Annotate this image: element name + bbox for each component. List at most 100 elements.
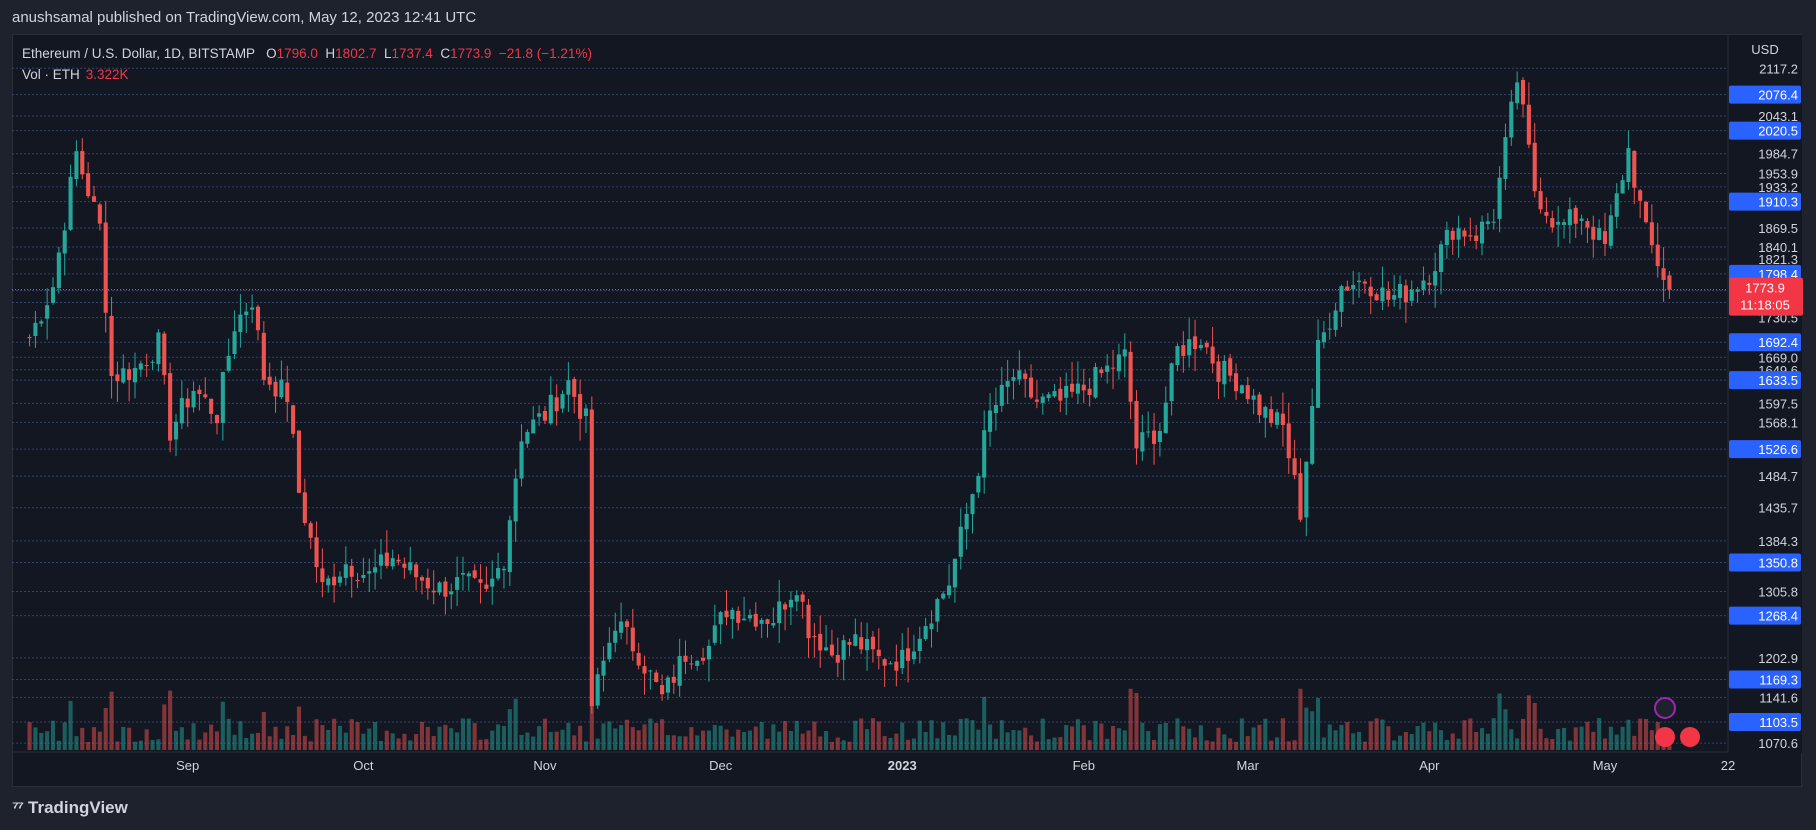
candle-body[interactable] — [794, 595, 799, 602]
candle-body[interactable] — [976, 476, 981, 493]
candle-body[interactable] — [595, 674, 600, 706]
candle-body[interactable] — [1105, 365, 1110, 372]
candle-body[interactable] — [759, 619, 764, 624]
candle-body[interactable] — [695, 660, 700, 666]
candle-body[interactable] — [1409, 289, 1414, 301]
candle-body[interactable] — [1005, 381, 1010, 387]
candle-body[interactable] — [964, 513, 969, 530]
candle-body[interactable] — [1380, 287, 1385, 302]
candle-body[interactable] — [1245, 385, 1250, 400]
candle-body[interactable] — [1403, 285, 1408, 303]
candle-body[interactable] — [1239, 385, 1244, 394]
candle-body[interactable] — [665, 677, 670, 693]
candle-body[interactable] — [1427, 282, 1432, 285]
candle-body[interactable] — [361, 574, 366, 578]
candle-body[interactable] — [853, 634, 858, 646]
candle-body[interactable] — [624, 621, 629, 627]
candle-body[interactable] — [408, 562, 413, 571]
candle-body[interactable] — [45, 305, 50, 319]
candle-body[interactable] — [291, 405, 296, 434]
candle-body[interactable] — [1075, 383, 1080, 394]
candle-body[interactable] — [1626, 148, 1631, 182]
candle-body[interactable] — [1222, 360, 1227, 385]
candle-body[interactable] — [519, 441, 524, 479]
volume-label[interactable]: Vol · ETH — [22, 67, 80, 82]
candle-body[interactable] — [724, 610, 729, 618]
candle-body[interactable] — [1175, 346, 1180, 366]
candle-body[interactable] — [1362, 281, 1367, 284]
candle-body[interactable] — [619, 621, 624, 633]
candle-body[interactable] — [314, 537, 319, 568]
candle-body[interactable] — [1263, 406, 1268, 418]
candle-body[interactable] — [513, 478, 518, 522]
candle-body[interactable] — [554, 397, 559, 412]
candle-body[interactable] — [484, 584, 489, 589]
candle-body[interactable] — [929, 623, 934, 630]
candle-body[interactable] — [1392, 295, 1397, 300]
candle-body[interactable] — [613, 630, 618, 643]
last-price-tag[interactable] — [1729, 277, 1803, 316]
candle-body[interactable] — [1468, 235, 1473, 237]
candle-body[interactable] — [1315, 340, 1321, 408]
candle-body[interactable] — [859, 637, 864, 650]
candle-body[interactable] — [583, 408, 589, 417]
candle-body[interactable] — [701, 657, 706, 661]
candle-body[interactable] — [384, 552, 389, 566]
candle-body[interactable] — [1456, 228, 1461, 240]
candle-body[interactable] — [1216, 361, 1221, 382]
candle-body[interactable] — [1515, 82, 1520, 104]
candle-body[interactable] — [150, 361, 155, 363]
candle-body[interactable] — [273, 381, 278, 397]
candle-body[interactable] — [865, 638, 870, 651]
price-axis[interactable] — [1728, 35, 1802, 753]
candle-body[interactable] — [777, 601, 782, 624]
candle-body[interactable] — [870, 636, 875, 650]
candle-body[interactable] — [472, 570, 477, 578]
candle-body[interactable] — [1661, 268, 1666, 280]
candle-body[interactable] — [1497, 177, 1502, 219]
candle-body[interactable] — [531, 419, 536, 434]
candle-body[interactable] — [1122, 349, 1127, 357]
candle-body[interactable] — [730, 609, 735, 620]
candle-body[interactable] — [1374, 294, 1379, 301]
candle-body[interactable] — [109, 315, 114, 377]
candle-body[interactable] — [1023, 373, 1028, 379]
candle-body[interactable] — [847, 642, 852, 645]
candle-body[interactable] — [466, 573, 471, 577]
candle-body[interactable] — [1632, 150, 1637, 188]
candle-body[interactable] — [1421, 280, 1426, 290]
candle-body[interactable] — [654, 672, 659, 683]
tradingview-branding[interactable]: ⁷⁷ TradingView — [12, 798, 128, 818]
candle-body[interactable] — [941, 593, 946, 599]
candle-body[interactable] — [337, 576, 343, 583]
candle-body[interactable] — [642, 666, 647, 674]
candle-body[interactable] — [1058, 388, 1063, 401]
candle-body[interactable] — [191, 390, 196, 408]
candle-body[interactable] — [1204, 342, 1209, 348]
candle-body[interactable] — [1046, 394, 1051, 398]
candle-body[interactable] — [1099, 369, 1104, 373]
candle-body[interactable] — [1087, 388, 1092, 395]
candle-body[interactable] — [1011, 377, 1016, 381]
candle-body[interactable] — [747, 614, 752, 619]
candle-body[interactable] — [1251, 395, 1256, 400]
candle-body[interactable] — [660, 685, 665, 695]
candle-body[interactable] — [999, 384, 1004, 406]
candle-body[interactable] — [1111, 367, 1116, 369]
candle-body[interactable] — [1134, 400, 1139, 449]
candle-body[interactable] — [1491, 221, 1496, 223]
candle-body[interactable] — [490, 578, 495, 587]
candle-body[interactable] — [911, 651, 916, 660]
us-flag-event-icon[interactable] — [1655, 727, 1675, 747]
candle-body[interactable] — [244, 311, 249, 316]
candle-body[interactable] — [1597, 228, 1602, 240]
candle-body[interactable] — [982, 430, 987, 478]
candle-body[interactable] — [261, 332, 266, 380]
candle-body[interactable] — [127, 369, 132, 380]
candle-body[interactable] — [1040, 396, 1045, 403]
candle-body[interactable] — [209, 398, 214, 414]
candle-body[interactable] — [279, 379, 284, 398]
candle-body[interactable] — [1620, 180, 1625, 194]
candle-body[interactable] — [478, 579, 483, 583]
candle-body[interactable] — [56, 252, 61, 289]
